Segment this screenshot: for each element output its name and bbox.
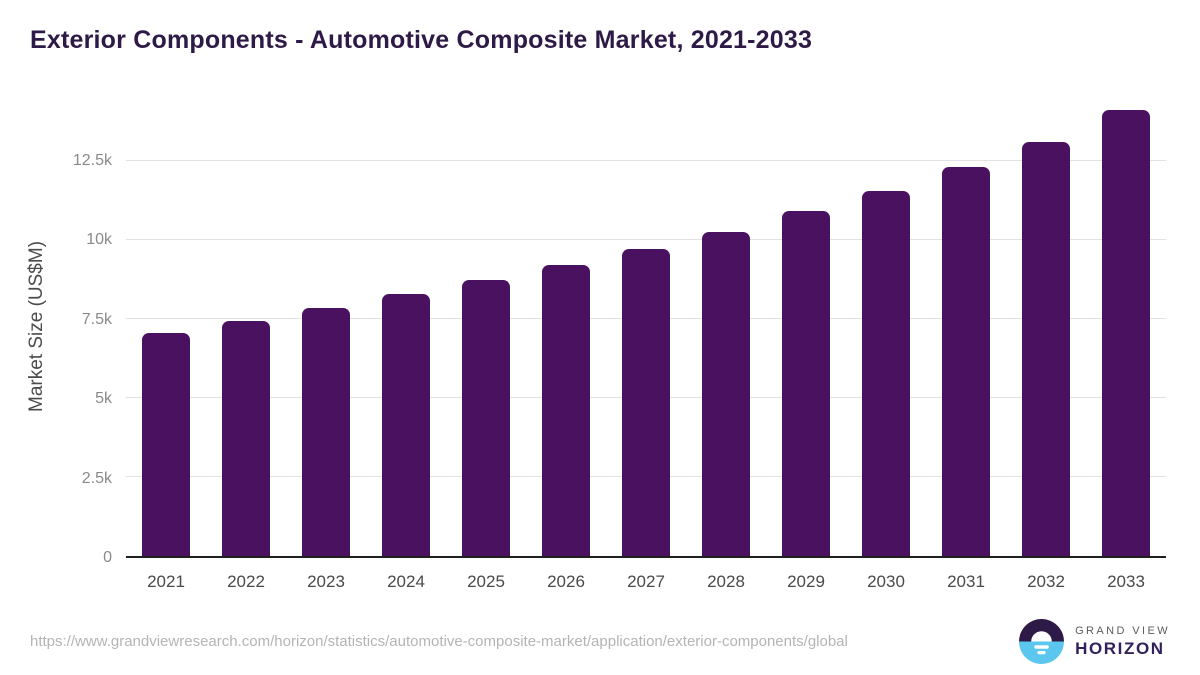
bar-band-2030	[846, 95, 926, 556]
bar-band-2028	[686, 95, 766, 556]
bar-2025	[462, 280, 510, 556]
bar-2029	[782, 211, 830, 556]
bar-2028	[702, 231, 750, 556]
bar-2026	[542, 265, 590, 556]
bar-band-2023	[286, 95, 366, 556]
bar-band-2024	[366, 95, 446, 556]
bar-band-2033	[1086, 95, 1166, 556]
x-tick-label-2030: 2030	[867, 572, 905, 591]
x-tick-label-2029: 2029	[787, 572, 825, 591]
bar-2023	[302, 308, 350, 556]
footer: https://www.grandviewresearch.com/horizo…	[30, 614, 1170, 669]
gridline-12.5k	[126, 159, 1166, 161]
bar-2030	[862, 190, 910, 556]
bar-2022	[222, 321, 270, 556]
page-title: Exterior Components - Automotive Composi…	[30, 26, 813, 54]
bar-band-2027	[606, 95, 686, 556]
logo-text-horizon: HORIZON	[1075, 638, 1165, 658]
x-tick-label-2031: 2031	[947, 572, 985, 591]
x-tick-label-2021: 2021	[147, 572, 185, 591]
y-tick-label-12.5k: 12.5k	[72, 152, 112, 170]
logo-text-grand-view: GRAND VIEW	[1075, 624, 1170, 637]
gridline-10k	[126, 238, 1166, 240]
bar-band-2025	[446, 95, 526, 556]
x-tick-label-2032: 2032	[1027, 572, 1065, 591]
x-tick-label-2027: 2027	[627, 572, 665, 591]
bar-band-2029	[766, 95, 846, 556]
logo-wordmark: GRAND VIEW HORIZON	[1075, 625, 1170, 659]
y-tick-label-2.5k: 2.5k	[81, 469, 112, 487]
bar-band-2022	[206, 95, 286, 556]
y-axis-tick-labels: 0 2.5k 5k 7.5k 10k 12.5k	[0, 95, 112, 566]
y-tick-label-7.5k: 7.5k	[81, 310, 112, 328]
x-tick-label-2026: 2026	[547, 572, 585, 591]
x-axis-tick-labels: 2021 2022 2023 2024 2025 2026 2027 2028 2029 2030…	[126, 572, 1166, 592]
x-tick-label-2024: 2024	[387, 572, 425, 591]
bar-band-2021	[126, 95, 206, 556]
bar-2027	[622, 249, 670, 556]
horizon-sun-icon	[1019, 619, 1065, 664]
grand-view-horizon-logo: GRAND VIEW HORIZON	[1019, 619, 1170, 664]
bar-band-2031	[926, 95, 1006, 556]
bar-band-2032	[1006, 95, 1086, 556]
bar-chart-plot-area	[126, 95, 1166, 558]
y-tick-label-10k: 10k	[86, 231, 112, 249]
source-url: https://www.grandviewresearch.com/horizo…	[30, 633, 848, 650]
x-tick-label-2023: 2023	[307, 572, 345, 591]
bar-2024	[382, 294, 430, 556]
y-tick-label-5k: 5k	[95, 390, 112, 408]
x-tick-label-2022: 2022	[227, 572, 265, 591]
x-tick-label-2028: 2028	[707, 572, 745, 591]
bar-band-2026	[526, 95, 606, 556]
y-tick-label-0: 0	[103, 549, 112, 566]
bar-2032	[1022, 141, 1070, 556]
bar-2031	[942, 167, 990, 556]
x-tick-label-2033: 2033	[1107, 572, 1145, 591]
bar-2021	[142, 333, 190, 556]
x-tick-label-2025: 2025	[467, 572, 505, 591]
bar-2033	[1102, 110, 1150, 556]
bars-row	[126, 95, 1166, 556]
